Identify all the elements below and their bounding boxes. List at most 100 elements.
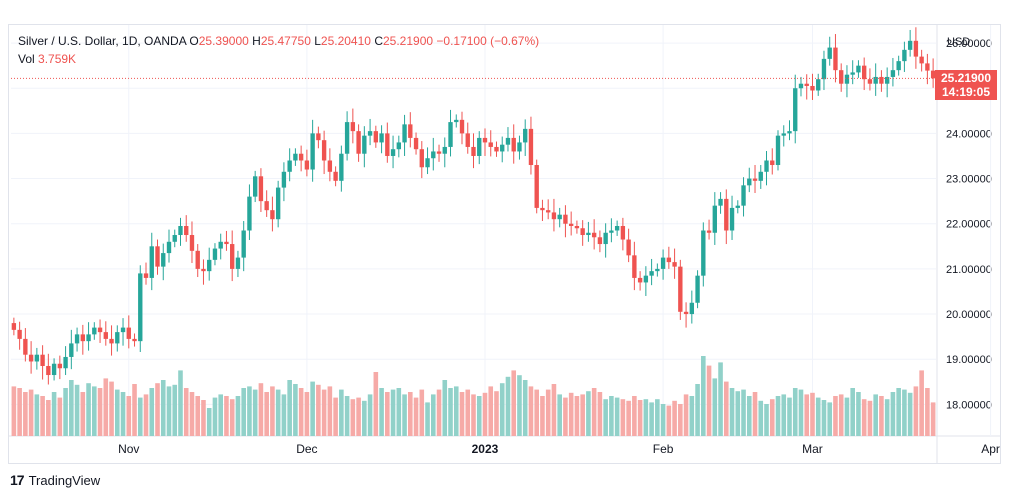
volume-bar (838, 394, 844, 436)
candle-body (913, 40, 919, 57)
candle-body (764, 160, 769, 172)
candle-body (109, 338, 114, 344)
last-price-badge: 25.21900 14:19:05 (935, 70, 997, 101)
volume-bar (476, 396, 482, 436)
candle-body (534, 165, 539, 208)
candle-body (620, 225, 626, 240)
volume-bar (109, 381, 114, 436)
volume-bar (46, 400, 51, 436)
volume-label[interactable]: Vol (18, 52, 35, 66)
candle-body (402, 124, 407, 143)
volume-legend: Vol 3.759K (18, 52, 76, 66)
volume-bar (28, 389, 34, 436)
volume-bar (120, 392, 126, 436)
volume-bar (356, 397, 361, 436)
volume-bar (402, 394, 407, 436)
candle-body (580, 228, 585, 236)
volume-bar (517, 375, 522, 436)
volume-value: 3.759K (38, 52, 77, 66)
candle-body (907, 40, 913, 50)
tradingview-footer[interactable]: 17 TradingView (10, 472, 100, 488)
volume-bar (63, 388, 68, 436)
candle-body (482, 137, 488, 143)
volume-bar (212, 397, 218, 436)
candle-body (591, 232, 597, 238)
candle-body (488, 142, 493, 147)
volume-bar (425, 402, 430, 436)
volume-bar (287, 380, 292, 436)
last-price-value: 25.21900 (940, 71, 992, 86)
symbol-title[interactable]: Silver / U.S. Dollar, 1D, OANDA (18, 34, 187, 48)
candle-body (436, 151, 442, 154)
candle-body (155, 246, 160, 267)
candle-body (298, 153, 304, 161)
candle-body (729, 207, 735, 231)
candle-body (563, 214, 568, 224)
candle-body (465, 133, 470, 147)
volume-bar (275, 389, 281, 436)
volume-bar (551, 384, 557, 436)
volume-bar (620, 399, 626, 436)
volume-bar (149, 388, 155, 436)
volume-bar (373, 372, 379, 436)
candle-body (609, 230, 614, 233)
volume-bar (850, 388, 855, 436)
candle-body (816, 79, 821, 91)
volume-bar (86, 383, 91, 436)
volume-bar (339, 389, 344, 436)
candle-body (804, 83, 809, 86)
volume-bar (568, 392, 574, 436)
volume-bar (706, 365, 712, 436)
volume-bar (488, 386, 494, 436)
volume-bar (626, 400, 631, 436)
volume-bar (649, 402, 654, 436)
close-value: 25.21900 (382, 34, 434, 48)
candle-body (304, 160, 310, 170)
volume-bar (396, 388, 402, 436)
chart-frame[interactable]: 26.0000025.0000024.0000023.0000022.00000… (8, 24, 1001, 464)
candle-body (350, 122, 356, 132)
volume-bar (51, 392, 57, 436)
candle-body (86, 334, 91, 342)
volume-bar (591, 388, 597, 436)
high-label: H (252, 34, 261, 48)
candle-body (649, 271, 654, 276)
volume-bar (844, 397, 850, 436)
candle-body (408, 124, 413, 138)
high-value: 25.47750 (260, 34, 311, 48)
candle-body (120, 327, 126, 333)
candle-body (775, 135, 781, 166)
volume-bar (867, 400, 873, 436)
volume-bar (453, 386, 459, 436)
candle-body (138, 273, 143, 342)
candle-body (833, 47, 838, 71)
volume-bar (143, 394, 149, 436)
candle-body (28, 354, 34, 362)
candle-body (632, 255, 637, 278)
volume-bar (534, 389, 539, 436)
y-tick-label: 18.00000 (946, 399, 992, 411)
candle-body (235, 257, 241, 269)
candle-body (500, 144, 505, 152)
volume-bar (430, 394, 436, 436)
volume-bar (574, 396, 580, 436)
volume-bar (884, 399, 890, 436)
candle-body (63, 356, 68, 369)
x-tick-label: Nov (118, 442, 139, 456)
candle-body (264, 201, 269, 211)
candle-body (856, 65, 861, 73)
volume-bar (907, 392, 913, 436)
volume-bar (775, 396, 781, 436)
volume-bar (609, 396, 614, 436)
candle-body (781, 133, 786, 136)
volume-bar (913, 386, 919, 436)
candle-body (919, 56, 924, 64)
volume-bar (166, 386, 172, 436)
volume-bar (522, 380, 528, 436)
candlestick-chart[interactable]: 26.0000025.0000024.0000023.0000022.00000… (9, 25, 1000, 463)
candle-body (655, 268, 660, 272)
candle-body (97, 327, 103, 333)
candle-body (230, 244, 235, 269)
volume-bar (879, 396, 884, 436)
candle-body (252, 176, 258, 197)
